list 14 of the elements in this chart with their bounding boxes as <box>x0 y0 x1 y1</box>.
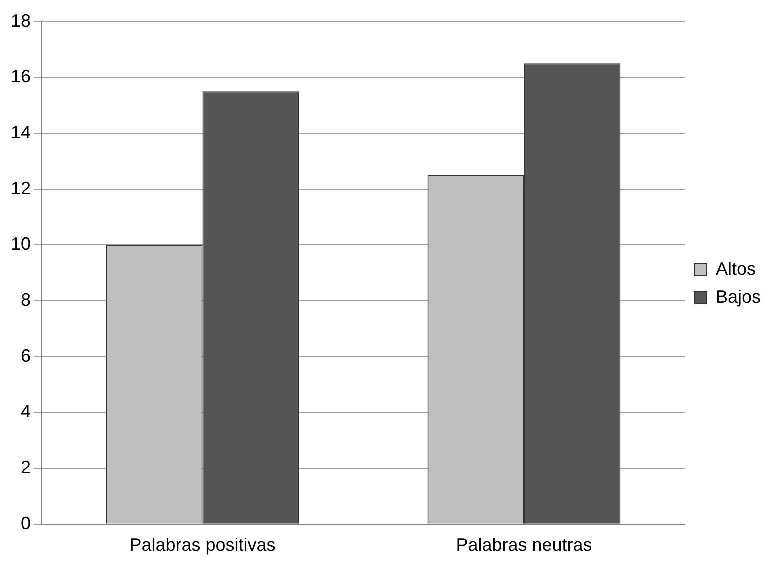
x-tick-label: Palabras neutras <box>456 535 592 556</box>
x-tick-label: Palabras positivas <box>130 535 276 556</box>
legend-label: Altos <box>716 258 756 279</box>
y-tick-label: 14 <box>10 122 32 142</box>
y-tick-label: 0 <box>21 513 32 534</box>
y-tick-label: 2 <box>21 458 32 478</box>
y-tick-label: 12 <box>10 178 32 198</box>
y-tick-label: 10 <box>10 234 32 254</box>
y-tick-label: 4 <box>21 402 32 422</box>
legend-label: Bajos <box>716 286 762 307</box>
y-tick-label: 16 <box>10 66 32 87</box>
y-tick-label: 8 <box>21 290 32 310</box>
y-tick-label: 6 <box>21 346 32 366</box>
y-tick-label: 18 <box>10 10 32 31</box>
